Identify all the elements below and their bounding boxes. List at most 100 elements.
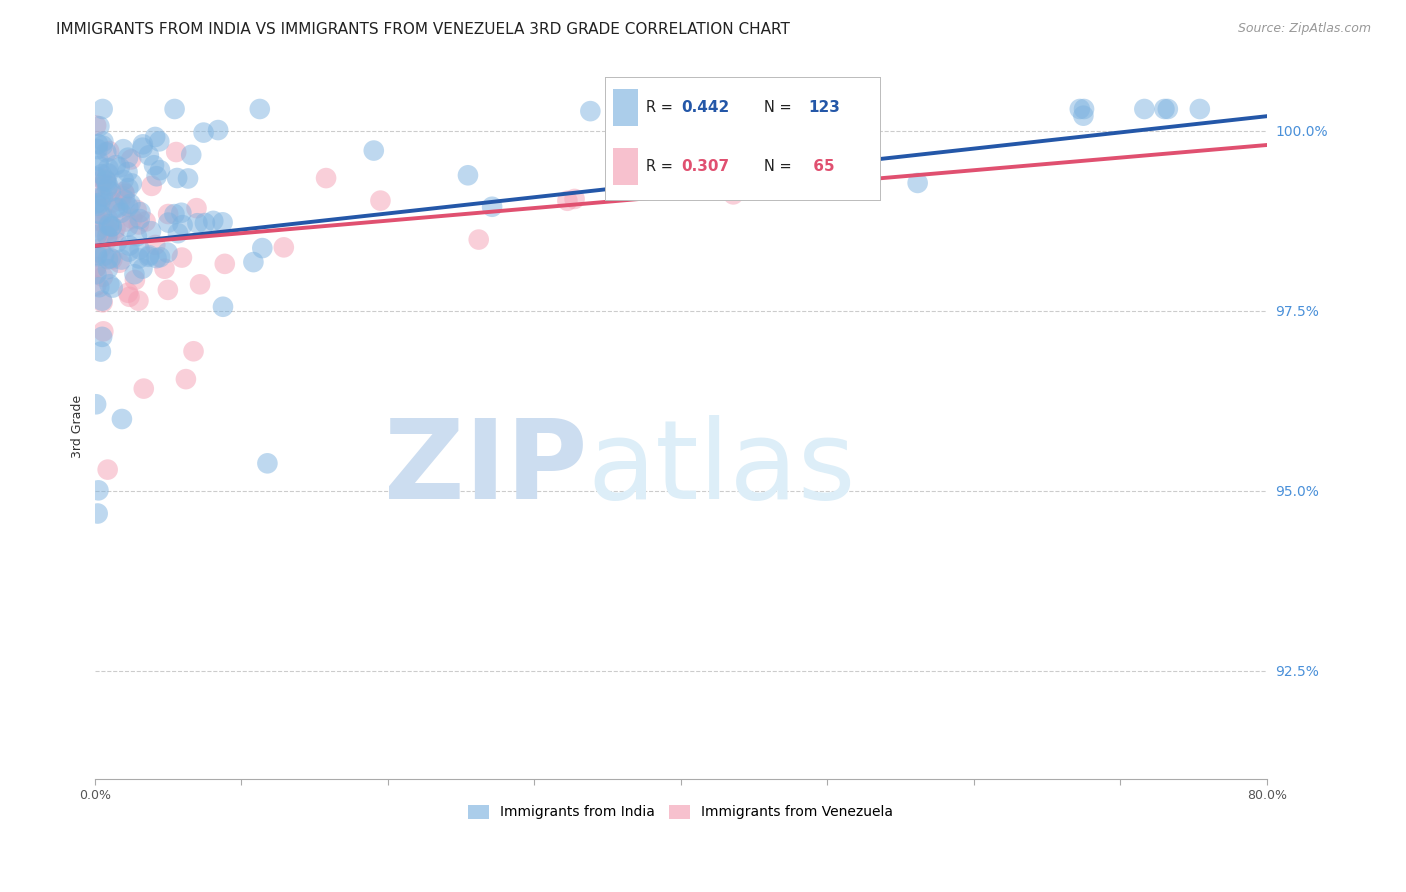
Point: [128, 243, 150, 257]
Point: [557, 194, 579, 208]
Point: [114, 186, 136, 201]
Point: [108, 256, 131, 270]
Point: [148, 134, 170, 148]
Point: [132, 382, 155, 396]
Point: [108, 161, 131, 175]
Point: [91, 330, 114, 344]
Point: [564, 192, 586, 206]
Point: [143, 238, 166, 252]
Point: [157, 207, 180, 221]
Point: [91, 138, 114, 153]
Point: [84, 180, 107, 194]
Point: [143, 158, 166, 172]
Point: [117, 165, 139, 179]
Point: [91, 102, 114, 116]
Point: [166, 171, 188, 186]
Point: [97, 462, 120, 476]
Point: [115, 214, 138, 228]
Point: [97, 178, 120, 193]
Point: [117, 219, 139, 234]
Point: [100, 219, 122, 234]
Point: [87, 483, 110, 498]
Point: [101, 219, 124, 234]
Point: [128, 252, 150, 266]
Point: [128, 218, 150, 232]
Point: [170, 206, 193, 220]
Point: [84, 169, 107, 184]
Point: [86, 267, 108, 281]
Point: [135, 214, 157, 228]
Point: [97, 252, 120, 267]
Point: [111, 412, 134, 426]
Point: [817, 122, 839, 136]
Point: [117, 285, 139, 300]
Point: [101, 280, 124, 294]
Point: [249, 102, 271, 116]
Point: [1153, 102, 1175, 116]
Point: [100, 185, 122, 199]
Point: [121, 211, 143, 226]
Point: [91, 293, 114, 308]
Point: [104, 158, 127, 172]
Point: [118, 238, 141, 252]
Point: [89, 120, 111, 134]
Point: [163, 102, 186, 116]
Point: [96, 223, 118, 237]
Point: [183, 344, 205, 359]
Point: [149, 163, 172, 178]
Point: [101, 195, 124, 210]
Point: [96, 182, 118, 196]
Point: [153, 261, 176, 276]
Point: [165, 145, 187, 159]
Point: [90, 167, 112, 181]
Point: [94, 227, 117, 241]
Point: [100, 251, 122, 265]
Point: [138, 250, 160, 264]
Point: [149, 250, 172, 264]
Point: [104, 221, 127, 235]
Point: [252, 241, 274, 255]
Point: [193, 126, 215, 140]
Point: [773, 102, 796, 116]
Point: [157, 216, 180, 230]
Point: [467, 233, 489, 247]
Point: [105, 235, 128, 250]
Point: [628, 114, 651, 128]
Point: [110, 205, 132, 219]
Point: [1188, 102, 1211, 116]
Text: atlas: atlas: [586, 415, 855, 522]
Point: [111, 188, 134, 202]
Point: [167, 226, 190, 240]
Point: [723, 187, 745, 202]
Point: [131, 261, 153, 276]
Point: [124, 267, 146, 281]
Point: [273, 240, 295, 254]
Point: [121, 177, 143, 191]
Point: [143, 130, 166, 145]
Point: [129, 205, 152, 219]
Point: [93, 189, 115, 203]
Point: [110, 194, 132, 208]
Point: [84, 278, 107, 293]
Point: [87, 137, 110, 152]
Point: [363, 144, 385, 158]
Point: [145, 169, 167, 184]
Point: [211, 215, 233, 229]
Point: [86, 247, 108, 261]
Point: [188, 277, 211, 292]
Point: [1133, 102, 1156, 116]
Point: [86, 225, 108, 239]
Point: [1073, 102, 1095, 116]
Point: [156, 283, 179, 297]
Point: [84, 213, 107, 227]
Point: [118, 244, 141, 259]
Point: [86, 195, 108, 210]
Point: [98, 144, 121, 158]
Point: [98, 277, 121, 292]
Point: [97, 161, 120, 176]
Point: [91, 189, 114, 203]
Point: [1157, 102, 1180, 116]
Point: [97, 262, 120, 277]
Point: [606, 176, 628, 190]
Point: [86, 142, 108, 156]
